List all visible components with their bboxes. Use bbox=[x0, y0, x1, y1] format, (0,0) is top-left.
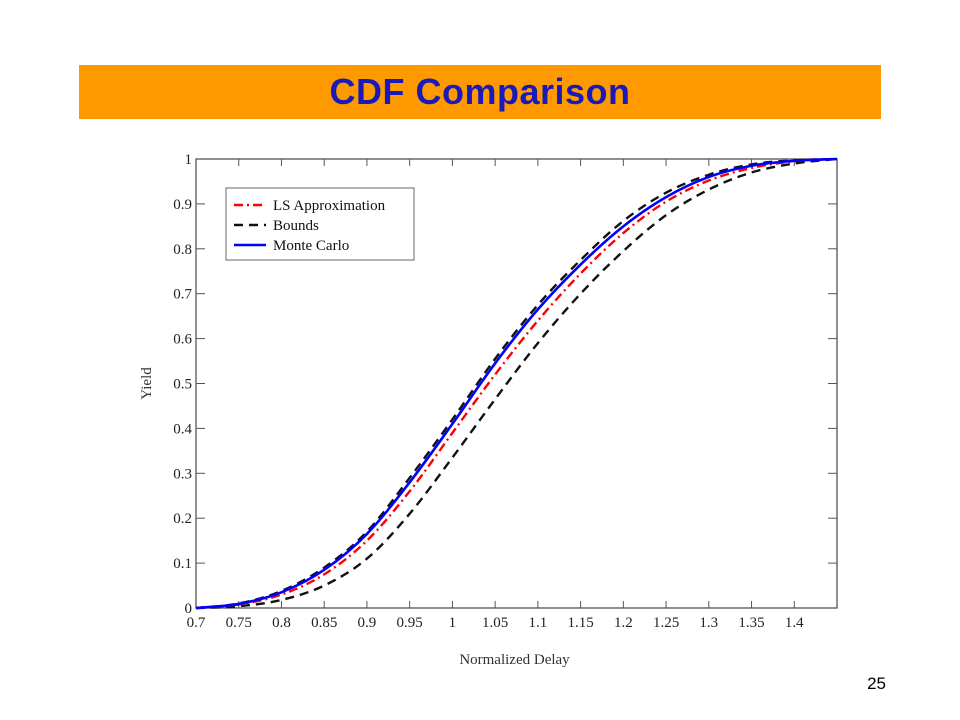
y-tick-label: 1 bbox=[185, 152, 193, 168]
series-line-bounds-1 bbox=[195, 157, 838, 610]
y-axis-label: Yield bbox=[139, 367, 155, 400]
x-tick-label: 0.8 bbox=[272, 615, 291, 631]
x-tick-label: 1.05 bbox=[482, 615, 508, 631]
x-tick-label: 1.1 bbox=[528, 615, 547, 631]
x-tick-label: 0.95 bbox=[397, 615, 423, 631]
x-tick-label: 0.75 bbox=[226, 615, 252, 631]
y-tick-label: 0.7 bbox=[173, 287, 192, 303]
y-tick-label: 0 bbox=[185, 601, 193, 617]
x-tick-label: 1.2 bbox=[614, 615, 633, 631]
series-line-monte-carlo-3 bbox=[195, 157, 838, 610]
x-tick-label: 0.85 bbox=[311, 615, 337, 631]
y-tick-label: 0.5 bbox=[173, 377, 192, 393]
y-tick-label: 0.3 bbox=[173, 466, 192, 482]
x-tick-label: 1.3 bbox=[699, 615, 718, 631]
chart-legend: LS Approximation Bounds Monte Carlo bbox=[225, 187, 415, 261]
y-tick-label: 0.2 bbox=[173, 511, 192, 527]
x-tick-label: 1.25 bbox=[653, 615, 679, 631]
x-tick-label: 1.15 bbox=[567, 615, 593, 631]
x-tick-label: 0.9 bbox=[358, 615, 377, 631]
title-bar: CDF Comparison bbox=[79, 65, 881, 119]
series-line-ls-approximation-0 bbox=[195, 157, 838, 610]
x-tick-label: 1.35 bbox=[738, 615, 764, 631]
y-tick-label: 0.4 bbox=[173, 421, 192, 437]
x-tick-label: 0.7 bbox=[187, 615, 206, 631]
legend-label: Bounds bbox=[273, 218, 319, 234]
x-tick-label: 1.4 bbox=[785, 615, 804, 631]
chart-ticks: 0.7 0.75 0.8 0.85 0.9 0.95 1 1.05 1.1 1.15 1.2 1.25… bbox=[173, 152, 837, 631]
legend-label: LS Approximation bbox=[273, 198, 386, 214]
y-tick-label: 0.6 bbox=[173, 332, 192, 348]
page-number: 25 bbox=[867, 674, 886, 693]
y-tick-label: 0.1 bbox=[173, 556, 192, 572]
slide-title: CDF Comparison bbox=[329, 71, 631, 112]
chart-series bbox=[195, 157, 838, 610]
x-axis-label: Normalized Delay bbox=[459, 652, 570, 668]
y-tick-label: 0.9 bbox=[173, 197, 192, 213]
y-tick-label: 0.8 bbox=[173, 242, 192, 258]
series-line-bounds-2 bbox=[195, 157, 838, 610]
legend-label: Monte Carlo bbox=[273, 238, 349, 254]
x-tick-label: 1 bbox=[449, 615, 457, 631]
